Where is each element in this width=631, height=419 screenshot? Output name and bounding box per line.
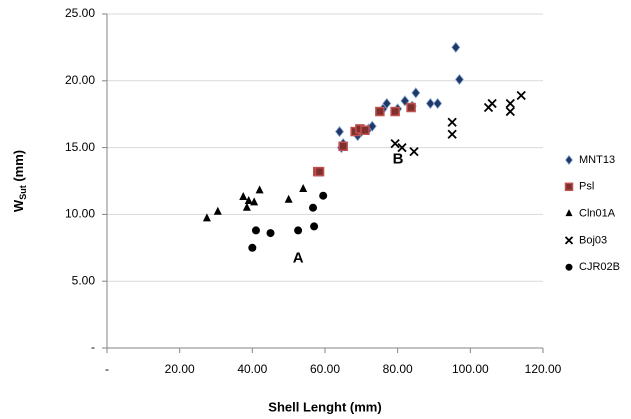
x-stroke [505, 106, 515, 117]
x-marker [397, 142, 407, 153]
triangle-marker [239, 192, 248, 201]
legend-label: Boj03 [579, 234, 607, 246]
triangle-marker [250, 197, 259, 206]
y-axis-title: WSut (mm) [11, 150, 28, 212]
diamond-marker [451, 41, 461, 54]
x-stroke [505, 98, 515, 109]
square-marker [338, 141, 348, 152]
y-tick-label: 5.00 [72, 273, 96, 287]
legend-label: Cln01A [579, 208, 616, 220]
legend-label: CJR02B [579, 261, 620, 273]
diamond-marker [382, 97, 392, 110]
y-tick-label: 20.00 [65, 73, 95, 87]
x-stroke [390, 138, 400, 149]
x-marker [447, 117, 457, 127]
annotation: A [293, 249, 304, 266]
x-marker [409, 146, 419, 157]
circle-marker [309, 203, 318, 212]
diamond-marker [367, 120, 377, 132]
x-marker [516, 90, 526, 101]
square-marker [375, 106, 385, 117]
x-marker [487, 98, 497, 109]
x-stroke [487, 98, 497, 109]
x-tick-label: 100.00 [452, 362, 489, 376]
x-marker [390, 138, 400, 149]
square-marker [564, 182, 574, 192]
x-marker [505, 106, 515, 117]
triangle-marker [242, 202, 251, 211]
y-tick-label: 15.00 [65, 140, 95, 154]
triangle-marker [202, 213, 211, 222]
x-axis-title: Shell Lenght (mm) [268, 399, 381, 414]
y-axis-title-unit: (mm) [11, 150, 26, 185]
square-marker [314, 166, 325, 177]
triangle-marker [299, 184, 308, 193]
circle-marker [294, 226, 303, 235]
y-axis-title-sub: Sut [18, 185, 28, 200]
triangle-marker [565, 209, 573, 217]
circle-marker [266, 229, 275, 238]
x-stroke [564, 236, 574, 245]
triangle-marker [244, 196, 253, 205]
triangle-marker [213, 206, 222, 215]
x-marker [564, 236, 574, 245]
x-tick-label: 60.00 [310, 362, 340, 376]
x-tick-label: - [105, 362, 109, 376]
triangle-marker [284, 194, 293, 203]
diamond-marker [425, 97, 435, 110]
y-axis-title-main: W [11, 199, 26, 212]
legend-label: MNT13 [579, 154, 615, 166]
square-marker [390, 106, 400, 117]
x-stroke [409, 146, 419, 157]
x-marker [447, 129, 457, 139]
square-marker [360, 125, 370, 135]
x-tick-label: 20.00 [165, 362, 195, 376]
circle-marker [565, 263, 573, 271]
circle-marker [319, 191, 328, 200]
x-stroke [397, 142, 407, 153]
x-tick-label: 40.00 [237, 362, 267, 376]
triangle-marker [255, 185, 264, 194]
circle-marker [310, 222, 319, 231]
x-marker [505, 98, 515, 109]
x-stroke [516, 90, 526, 101]
y-tick-label: 25.00 [65, 6, 95, 20]
legend-label: Psl [579, 181, 594, 193]
x-tick-label: 80.00 [383, 362, 413, 376]
square-marker [406, 102, 416, 113]
annotation: B [393, 151, 404, 168]
diamond-marker [335, 125, 345, 138]
circle-marker [251, 226, 260, 235]
diamond-marker [433, 97, 443, 110]
diamond-marker [454, 73, 464, 86]
x-stroke [447, 117, 457, 127]
y-tick-label: - [91, 340, 95, 354]
y-tick-label: 10.00 [65, 207, 95, 221]
x-tick-label: 120.00 [525, 362, 562, 376]
diamond-marker [564, 154, 574, 166]
x-stroke [447, 129, 457, 139]
circle-marker [248, 243, 257, 252]
diamond-marker [411, 87, 421, 99]
